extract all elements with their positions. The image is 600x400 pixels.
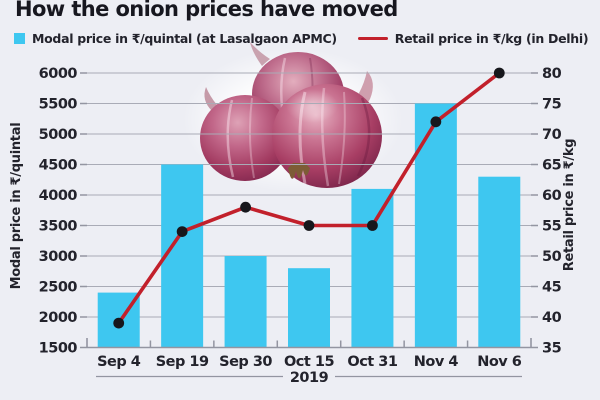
line-point-Sep-4 [113,317,125,329]
bar-Sep-30 [224,256,267,348]
left-tick-label: 5500 [39,97,78,113]
left-tick-label: 3000 [39,249,78,265]
year-label: 2019 [290,370,329,386]
bar-Oct-15 [288,268,330,348]
bar-Sep-19 [161,164,204,348]
left-tick-label: 2500 [39,280,78,296]
left-tick-label: 4500 [39,158,78,174]
x-tick-label: Nov 6 [477,354,522,370]
line-point-Sep-30 [240,201,251,213]
right-tick-label: 45 [542,280,562,296]
legend: Modal price in ₹/quintal (at Lasalgaon A… [14,31,589,46]
right-tick-label: 60 [542,188,562,204]
right-tick-label: 65 [542,158,562,174]
left-tick-label: 5000 [39,127,78,143]
right-tick-label: 70 [542,127,562,143]
x-tick-label: Nov 4 [414,354,459,370]
bar-Nov-4 [414,103,457,348]
left-tick-label: 1500 [39,341,78,357]
right-axis-title: Retail price in ₹/kg [562,139,577,271]
line-point-Nov-6 [493,67,505,79]
line-point-Oct-31 [367,220,378,231]
x-tick-label: Sep 4 [97,354,141,370]
left-axis-title: Modal price in ₹/quintal [9,123,24,290]
bar-Nov-6 [478,176,521,348]
left-tick-label: 2000 [39,310,78,326]
page-title: How the onion prices have moved [15,0,398,21]
line-point-Sep-19 [176,226,188,238]
x-tick-label: Sep 19 [156,354,209,370]
line-point-Oct-15 [303,220,315,231]
left-tick-label: 6000 [39,66,78,82]
bar-Oct-31 [351,188,394,348]
right-tick-label: 55 [542,219,562,235]
right-tick-label: 50 [542,249,562,265]
legend-bar-label: Modal price in ₹/quintal (at Lasalgaon A… [32,31,337,46]
right-tick-label: 80 [542,66,562,82]
right-tick-label: 35 [542,341,562,357]
legend-line-swatch [357,36,388,41]
x-tick-label: Oct 31 [347,354,397,370]
left-tick-label: 3500 [39,219,78,235]
legend-line-label: Retail price in ₹/kg (in Delhi) [394,31,589,46]
right-tick-label: 75 [542,97,562,113]
legend-bar-swatch [14,33,25,44]
onion-image [183,42,403,192]
line-point-Nov-4 [430,116,442,128]
right-tick-label: 40 [542,310,562,326]
left-tick-label: 4000 [39,188,78,204]
x-tick-label: Oct 15 [284,354,334,370]
x-tick-label: Sep 30 [219,354,272,370]
